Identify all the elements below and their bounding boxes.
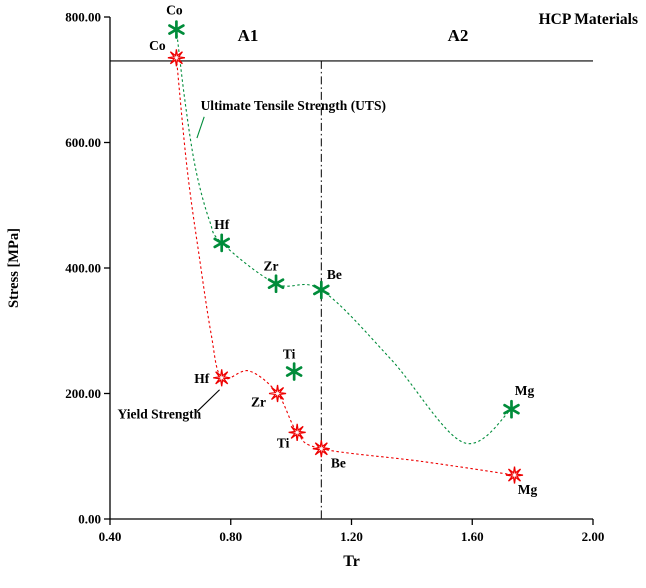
material-label-co: Co: [166, 3, 183, 18]
ultimate-tensile-strength-uts-point-zr: [267, 274, 285, 294]
material-label-mg: Mg: [518, 482, 538, 497]
ultimate-tensile-strength-uts-point-mg: [503, 399, 520, 419]
yield-strength-point-zr: [268, 384, 287, 403]
material-label-be: Be: [327, 267, 342, 282]
chart-title: HCP Materials: [539, 11, 638, 28]
ultimate-tensile-strength-uts-series: Co Hf Zr Ti Be Mg: [166, 3, 535, 445]
material-label-ti: Ti: [283, 347, 296, 362]
x-tick-label: 0.80: [219, 529, 242, 544]
ultimate-tensile-strength-uts-point-co: [168, 20, 185, 39]
ultimate-tensile-strength-uts-point-be: [313, 280, 330, 300]
material-label-ti: Ti: [277, 435, 290, 450]
yield-strength-point-mg: [505, 466, 524, 484]
yield-label: Yield Strength: [118, 407, 202, 422]
uts-label: Ultimate Tensile Strength (UTS): [201, 98, 386, 113]
material-label-hf: Hf: [214, 217, 230, 232]
x-tick-label: 1.20: [340, 529, 363, 544]
material-label-hf: Hf: [194, 371, 210, 386]
y-tick-label: 800.00: [65, 10, 101, 25]
x-tick-label: 2.00: [582, 529, 605, 544]
ultimate-tensile-strength-uts-point-hf: [213, 233, 230, 253]
ultimate-tensile-strength-uts-curve: [175, 29, 512, 445]
yield-strength-series: Co Hf Zr Ti Be Mg: [149, 38, 537, 497]
region-label-a1: A1: [238, 26, 259, 45]
material-label-be: Be: [331, 456, 346, 471]
x-axis-title: Tr: [343, 553, 360, 570]
y-tick-label: 600.00: [65, 135, 101, 150]
yield-strength-point-ti: [288, 423, 306, 441]
ultimate-tensile-strength-uts-point-ti: [285, 362, 303, 381]
y-tick-label: 0.00: [78, 512, 101, 527]
material-label-co: Co: [149, 38, 166, 53]
x-tick-label: 1.60: [461, 529, 484, 544]
region-label-a2: A2: [448, 26, 469, 45]
yield-strength-point-co: [167, 49, 186, 67]
material-label-zr: Zr: [264, 259, 279, 274]
yield-strength-curve: [175, 57, 515, 476]
yield-strength-point-hf: [213, 369, 231, 387]
y-tick-label: 400.00: [65, 261, 101, 276]
material-label-mg: Mg: [515, 383, 535, 398]
yield-label-leader-line: [196, 389, 220, 413]
y-tick-label: 200.00: [65, 386, 101, 401]
material-label-zr: Zr: [251, 395, 266, 410]
x-tick-label: 0.40: [99, 529, 122, 544]
y-axis-title: Stress [MPa]: [6, 228, 22, 308]
uts-label-leader-line: [196, 116, 205, 139]
yield-strength-point-be: [312, 440, 330, 458]
